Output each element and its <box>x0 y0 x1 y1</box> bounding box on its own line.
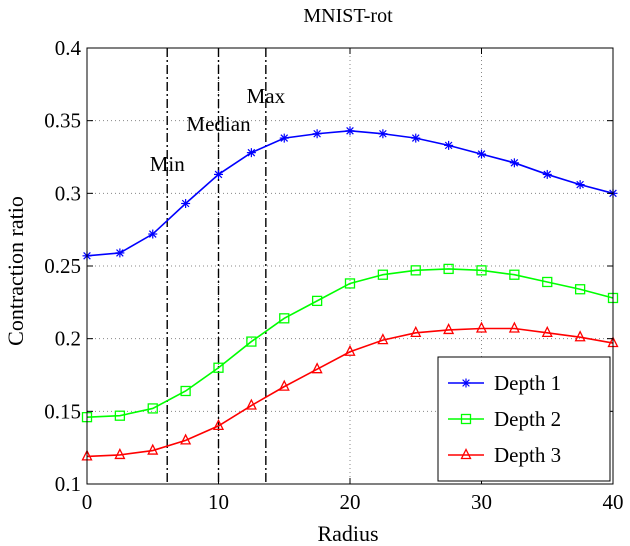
legend-item: Depth 3 <box>448 443 561 467</box>
data-point <box>246 336 257 347</box>
data-point <box>279 313 290 324</box>
data-point <box>444 140 454 150</box>
series <box>81 263 619 423</box>
data-point <box>460 413 472 425</box>
data-point <box>115 248 125 258</box>
data-point <box>147 443 159 455</box>
data-point <box>411 133 421 143</box>
data-point <box>180 433 192 445</box>
data-point <box>214 169 223 179</box>
data-point <box>278 379 290 391</box>
data-point <box>542 276 553 288</box>
x-tick-label: 40 <box>603 490 624 514</box>
data-point <box>509 269 520 280</box>
data-point <box>345 126 355 136</box>
data-point <box>245 398 257 410</box>
data-point <box>378 129 388 139</box>
reference-line-label: Max <box>247 84 286 108</box>
data-point <box>443 263 454 275</box>
series-group <box>81 126 619 461</box>
data-point <box>181 199 191 209</box>
legend-item: Depth 1 <box>448 371 561 395</box>
data-point <box>344 344 356 356</box>
data-point <box>410 265 421 276</box>
data-point <box>461 378 471 388</box>
y-axis-label: Contraction ratio <box>3 196 28 346</box>
data-point <box>246 148 256 158</box>
data-point <box>410 325 422 338</box>
series-line <box>86 268 614 418</box>
data-point <box>377 333 389 345</box>
data-point <box>377 269 389 280</box>
data-point <box>575 180 585 190</box>
data-point <box>311 362 323 374</box>
data-point <box>509 158 519 168</box>
y-tick-label: 0.2 <box>55 327 81 351</box>
y-tick-label: 0.1 <box>55 472 81 496</box>
y-tick-label: 0.35 <box>44 109 81 133</box>
data-point <box>574 284 586 295</box>
legend-item: Depth 2 <box>448 407 561 431</box>
y-tick-label: 0.25 <box>44 254 81 278</box>
series <box>81 321 619 461</box>
legend-label: Depth 2 <box>494 407 561 431</box>
data-point <box>212 418 225 431</box>
data-point <box>574 330 586 342</box>
data-point <box>279 133 289 143</box>
data-point <box>541 325 553 338</box>
legend-label: Depth 3 <box>494 443 561 467</box>
data-point <box>180 385 191 397</box>
series-line <box>86 327 614 458</box>
data-point <box>542 169 552 179</box>
x-tick-label: 10 <box>208 490 229 514</box>
data-point <box>114 410 126 421</box>
data-point <box>443 322 455 335</box>
data-point <box>114 447 126 460</box>
y-tick-label: 0.4 <box>55 36 82 60</box>
data-point <box>311 295 323 307</box>
data-point <box>147 403 158 414</box>
x-tick-label: 0 <box>82 490 93 514</box>
data-point <box>508 321 520 333</box>
data-point <box>476 265 487 276</box>
legend: Depth 1 Depth 2 Depth 3 <box>437 356 611 482</box>
chart-title: MNIST-rot <box>303 5 393 27</box>
data-point <box>477 149 486 159</box>
data-point <box>213 362 224 373</box>
y-tick-label: 0.15 <box>44 399 81 423</box>
legend-label: Depth 1 <box>494 371 561 395</box>
data-point <box>344 278 356 289</box>
data-point <box>312 129 322 139</box>
data-point <box>148 229 158 239</box>
reference-line-label: Median <box>186 112 251 136</box>
reference-line-label: Min <box>150 152 186 176</box>
x-axis-label: Radius <box>317 521 378 546</box>
axis-ticks: 0 10 20 30 40 0.1 0.15 0.2 0.25 0.3 0.35 0.4 <box>44 36 623 514</box>
x-tick-label: 30 <box>471 490 492 514</box>
x-tick-label: 20 <box>340 490 361 514</box>
data-point <box>475 321 488 333</box>
data-point <box>460 448 472 460</box>
y-tick-label: 0.3 <box>55 181 81 205</box>
